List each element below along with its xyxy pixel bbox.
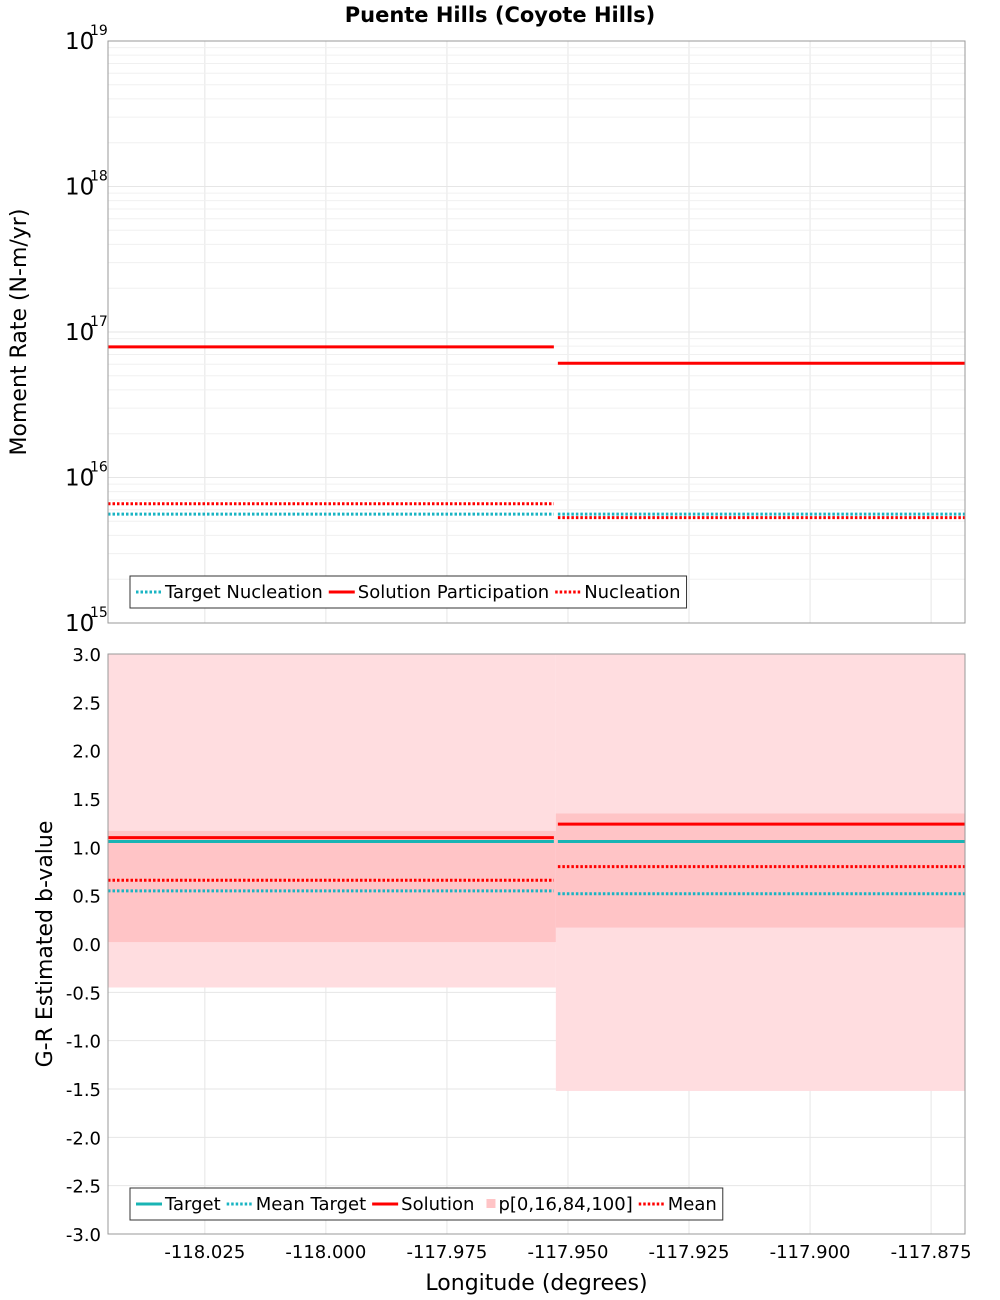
x-tick-label: -118.000 — [285, 1242, 366, 1263]
tick-base: 10 — [65, 29, 94, 55]
x-tick-label: -117.875 — [891, 1242, 972, 1263]
bottom-y-tick-label: -1.5 — [66, 1080, 101, 1101]
x-tick-label: -117.950 — [528, 1242, 609, 1263]
bottom-y-tick-label: 0.0 — [72, 935, 101, 956]
x-tick-label: -117.900 — [770, 1242, 851, 1263]
legend-label: Target Nucleation — [164, 582, 323, 603]
tick-exponent: 19 — [90, 23, 108, 39]
legend-item: Target — [136, 1194, 221, 1215]
bottom-y-tick-label: -2.0 — [66, 1128, 101, 1149]
bottom-y-tick-label: 0.5 — [72, 887, 101, 908]
tick-base: 10 — [65, 466, 94, 492]
bottom-series — [108, 822, 965, 896]
bottom-y-tick-label: -1.0 — [66, 1032, 101, 1053]
tick-exponent: 16 — [90, 460, 108, 476]
tick-exponent: 18 — [90, 169, 108, 185]
x-tick-label: -117.975 — [406, 1242, 487, 1263]
legend-label: Target — [164, 1194, 221, 1215]
legend: Target Nucleation Solution Participation N… — [129, 575, 688, 609]
bottom-y-tick-label: 2.0 — [72, 742, 101, 763]
legend-item: Nucleation — [555, 582, 681, 603]
legend-box — [129, 575, 688, 609]
bottom-y-tick-label: 3.0 — [72, 645, 101, 666]
x-axis-title: Longitude (degrees) — [425, 1271, 647, 1296]
bottom-y-tick-label: 2.5 — [72, 693, 101, 714]
bottom-plot-frame — [107, 653, 966, 1235]
x-tick-labels: -118.025 -118.000 -117.975 -117.950 -117.925… — [164, 1242, 971, 1263]
band-p16-p84 — [108, 830, 556, 943]
top-series — [108, 345, 965, 520]
top-plot-frame — [107, 40, 966, 624]
legend-label: Mean Target — [256, 1194, 366, 1215]
legend-label: Mean — [668, 1194, 717, 1215]
tick-exponent: 15 — [90, 605, 108, 621]
bottom-y-tick-label: 1.5 — [72, 790, 101, 811]
bottom-y-tick-label: -2.5 — [66, 1177, 101, 1198]
bottom-y-tick-label: 1.0 — [72, 838, 101, 859]
percentile-bands — [108, 654, 965, 1091]
legend-item: Target Nucleation — [136, 582, 323, 603]
legend-label: Solution — [401, 1194, 474, 1215]
tick-base: 10 — [65, 175, 94, 201]
tick-base: 10 — [65, 611, 94, 637]
chart-title: Puente Hills (Coyote Hills) — [345, 3, 656, 27]
legend-item: p[0,16,84,100] — [486, 1194, 633, 1215]
x-tick-label: -117.925 — [649, 1242, 730, 1263]
bottom-y-tick-label: -0.5 — [66, 983, 101, 1004]
legend-item: Solution Participation — [328, 582, 549, 603]
x-tick-label: -118.025 — [164, 1242, 245, 1263]
bottom-y-tick-labels: -3.0 -2.5 -2.0 -1.5 -1.0 -0.5 0.0 0.5 1.0 1.5 2.0 2… — [66, 645, 101, 1246]
tick-base: 10 — [65, 320, 94, 346]
legend-item: Solution — [372, 1194, 474, 1215]
legend-swatch — [486, 1199, 496, 1208]
top-y-axis-title: Moment Rate (N-m/yr) — [7, 209, 32, 456]
legend-label: Solution Participation — [358, 582, 549, 603]
band-p16-p84 — [555, 813, 965, 928]
legend: Target Mean Target Solution p[0,16,84,100] M… — [129, 1187, 724, 1221]
legend-label: Nucleation — [584, 582, 680, 603]
bottom-y-tick-label: -3.0 — [66, 1225, 101, 1246]
legend-label: p[0,16,84,100] — [498, 1194, 632, 1215]
tick-exponent: 17 — [90, 314, 108, 330]
legend-item: Mean — [638, 1194, 717, 1215]
legend-item: Mean Target — [226, 1194, 366, 1215]
bottom-y-axis-title: G-R Estimated b-value — [33, 821, 58, 1068]
